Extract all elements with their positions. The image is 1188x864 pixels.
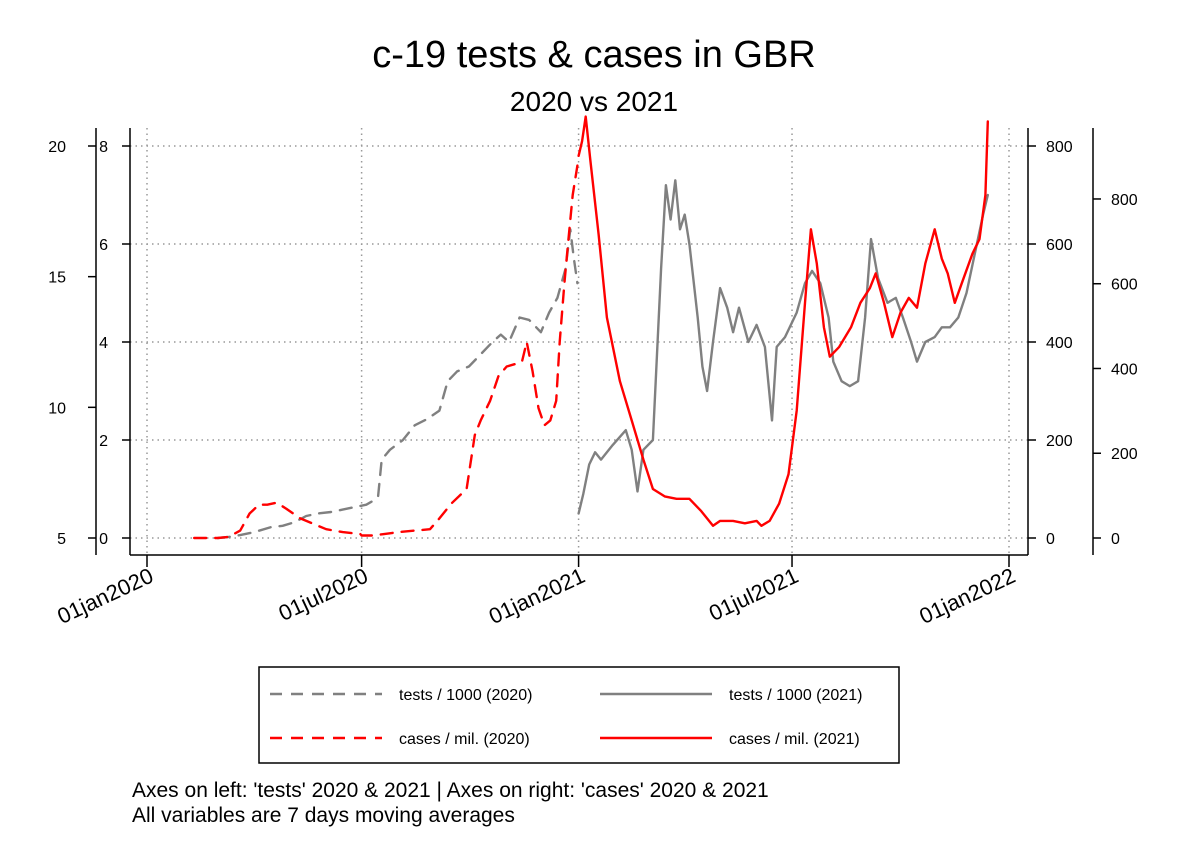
right-outer-tick-label: 0 xyxy=(1111,531,1120,548)
right-outer-tick-label: 800 xyxy=(1111,192,1138,209)
right-inner-tick-label: 0 xyxy=(1046,531,1055,548)
x-tick-label: 01jan2021 xyxy=(485,563,589,629)
left-outer-tick-label: 20 xyxy=(48,139,66,156)
grid-lines xyxy=(130,128,1028,555)
legend-label: tests / 1000 (2020) xyxy=(399,687,532,704)
right-inner-tick-label: 600 xyxy=(1046,237,1073,254)
series-line-3 xyxy=(192,164,579,540)
left-inner-tick-label: 2 xyxy=(99,433,108,450)
x-tick-label: 01jan2020 xyxy=(53,563,157,629)
footnote: Axes on left: 'tests' 2020 & 2021 | Axes… xyxy=(132,778,769,828)
legend-box xyxy=(258,666,900,764)
left-outer-tick-label: 5 xyxy=(57,531,66,548)
right-outer-tick-label: 600 xyxy=(1111,277,1138,294)
right-outer-tick-label: 200 xyxy=(1111,446,1138,463)
legend-label: tests / 1000 (2021) xyxy=(729,687,862,704)
x-tick-label: 01jul2020 xyxy=(275,563,372,626)
series-line-1 xyxy=(216,228,579,540)
left-outer-tick-label: 10 xyxy=(48,400,66,417)
x-tick-label: 01jan2022 xyxy=(915,563,1019,629)
left-inner-tick-label: 4 xyxy=(99,335,108,352)
legend-label: cases / mil. (2021) xyxy=(729,731,860,748)
series-line-4 xyxy=(577,115,989,527)
right-inner-tick-label: 800 xyxy=(1046,139,1073,156)
x-tick-label: 01jul2021 xyxy=(705,563,802,626)
right-inner-tick-label: 200 xyxy=(1046,433,1073,450)
right-outer-tick-label: 400 xyxy=(1111,361,1138,378)
legend: tests / 1000 (2020) tests / 1000 (2021) ca… xyxy=(270,687,862,748)
footnote-line: Axes on left: 'tests' 2020 & 2021 | Axes… xyxy=(132,779,769,802)
legend-label: cases / mil. (2020) xyxy=(399,731,530,748)
left-inner-tick-label: 6 xyxy=(99,237,108,254)
left-inner-tick-label: 0 xyxy=(99,531,108,548)
left-outer-tick-label: 15 xyxy=(48,270,66,287)
series-line-2 xyxy=(577,179,989,515)
right-inner-tick-label: 400 xyxy=(1046,335,1073,352)
footnote-line: All variables are 7 days moving averages xyxy=(132,804,515,827)
chart-subtitle: 2020 vs 2021 xyxy=(509,86,679,117)
left-inner-tick-label: 8 xyxy=(99,139,108,156)
chart-title: c-19 tests & cases in GBR xyxy=(372,34,816,76)
data-series xyxy=(192,115,989,540)
axes: 01jan2020 01jul2020 01jan2021 01jul2021 01ja… xyxy=(48,128,1138,629)
